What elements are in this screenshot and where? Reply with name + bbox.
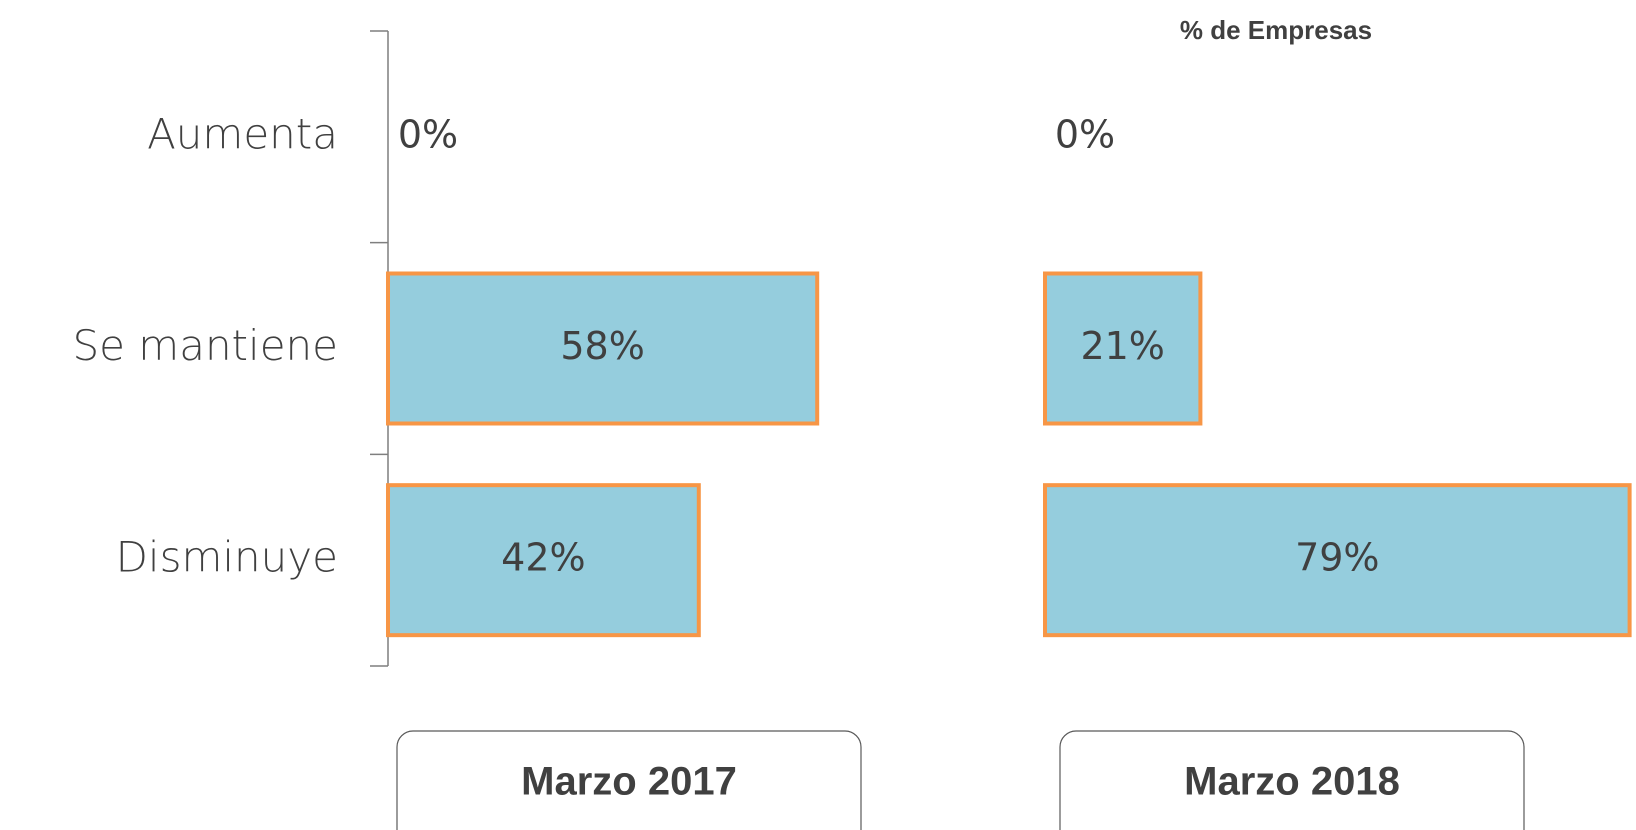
- category-label: Se mantiene: [72, 321, 338, 370]
- category-label: Aumenta: [147, 109, 338, 158]
- bar: [386, 483, 701, 638]
- bar: [1043, 271, 1203, 426]
- data-label: 0%: [1055, 112, 1115, 156]
- bar: [1043, 483, 1632, 638]
- legend-label: Marzo 2017: [521, 760, 737, 804]
- data-label: 58%: [560, 324, 644, 368]
- chart-title: % de Empresas: [1180, 15, 1372, 45]
- data-label: 21%: [1080, 324, 1164, 368]
- data-label: 0%: [398, 112, 458, 156]
- data-label: 42%: [501, 536, 585, 580]
- legend-box: [396, 730, 862, 830]
- data-label: 79%: [1295, 536, 1379, 580]
- legend-box: [1059, 730, 1525, 830]
- legend-label: Marzo 2018: [1184, 760, 1400, 804]
- category-label: Disminuye: [116, 533, 338, 582]
- bar: [386, 271, 820, 426]
